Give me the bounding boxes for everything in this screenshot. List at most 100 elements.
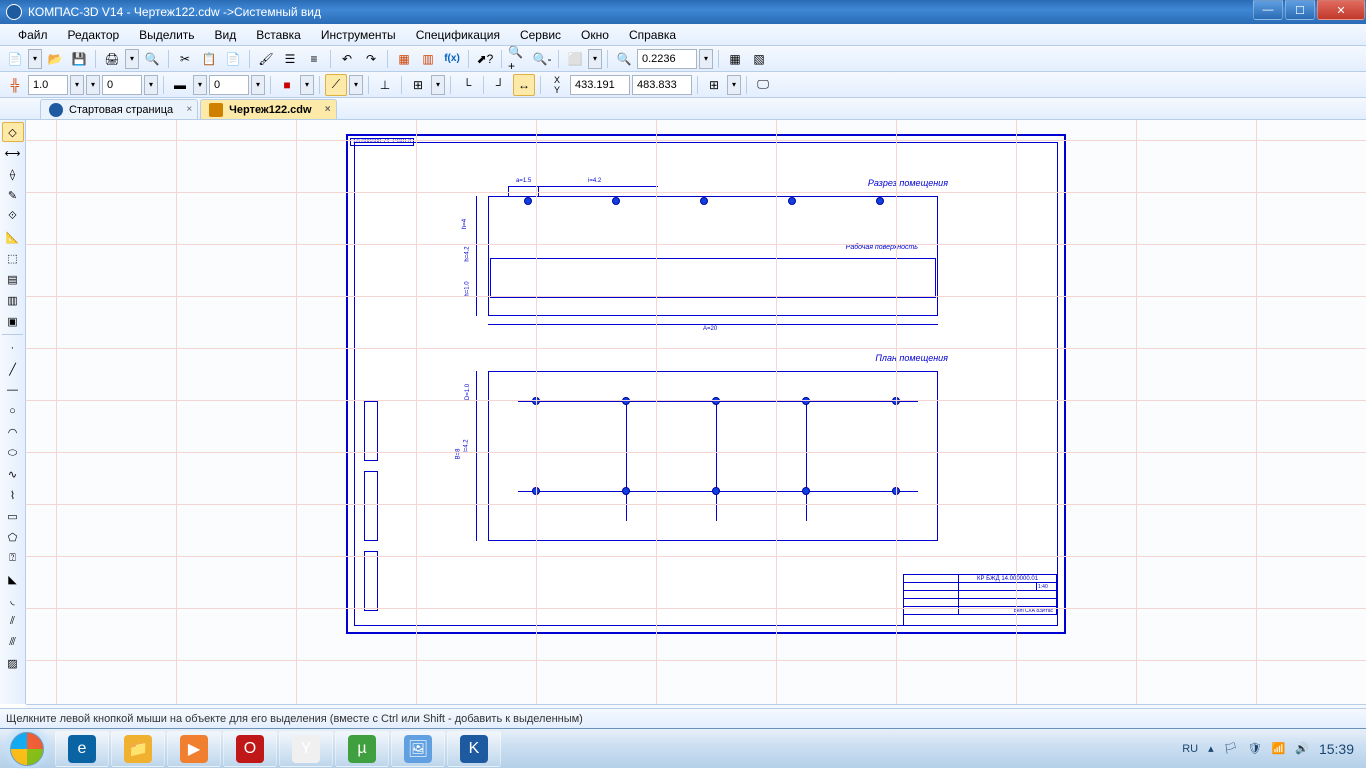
open-button[interactable]: 📂 xyxy=(44,48,66,70)
menu-help[interactable]: Справка xyxy=(619,26,686,44)
cut-button[interactable]: ✂ xyxy=(174,48,196,70)
stop-button[interactable]: ■ xyxy=(276,74,298,96)
redo-button[interactable]: ↷ xyxy=(360,48,382,70)
manager-button[interactable]: ▥ xyxy=(417,48,439,70)
fx-button[interactable]: f(x) xyxy=(441,48,463,70)
zoom-window-button[interactable]: ⬜ xyxy=(564,48,586,70)
combo1-input[interactable] xyxy=(102,75,142,95)
draw-ellipse[interactable]: ⬭ xyxy=(2,443,24,463)
print-dropdown[interactable]: ▾ xyxy=(125,49,139,69)
ortho-button[interactable]: └ xyxy=(456,74,478,96)
snap-button[interactable]: ⟋ xyxy=(325,74,347,96)
menu-view[interactable]: Вид xyxy=(205,26,247,44)
tool-reports[interactable]: ▥ xyxy=(2,290,24,310)
print-button[interactable]: 🖨 xyxy=(101,48,123,70)
linewidth-input[interactable] xyxy=(28,75,68,95)
tool-select[interactable]: ⬚ xyxy=(2,248,24,268)
start-button[interactable] xyxy=(0,729,54,769)
copy-button[interactable]: 📋 xyxy=(198,48,220,70)
menu-service[interactable]: Сервис xyxy=(510,26,571,44)
param-button[interactable]: ↔ xyxy=(513,74,535,96)
grid-dropdown[interactable]: ▾ xyxy=(431,75,445,95)
tray-volume-icon[interactable]: 🔊 xyxy=(1295,742,1309,755)
arrows-button[interactable]: ⊞ xyxy=(703,74,725,96)
maximize-button[interactable]: ☐ xyxy=(1285,0,1315,20)
close-button[interactable]: ✕ xyxy=(1317,0,1365,20)
tab-start-page[interactable]: Стартовая страница × xyxy=(40,99,198,119)
draw-fillet[interactable]: ◟ xyxy=(2,590,24,610)
tray-flag-icon[interactable]: 🏳 xyxy=(1224,742,1238,755)
menu-edit[interactable]: Редактор xyxy=(58,26,130,44)
zoom-out-button[interactable]: 🔍- xyxy=(531,48,553,70)
draw-point[interactable]: · xyxy=(2,338,24,358)
new-dropdown[interactable]: ▾ xyxy=(28,49,42,69)
coord-x-input[interactable] xyxy=(570,75,630,95)
draw-rect[interactable]: ▭ xyxy=(2,506,24,526)
arrows-dropdown[interactable]: ▾ xyxy=(727,75,741,95)
tool-views[interactable]: ▣ xyxy=(2,311,24,331)
menu-select[interactable]: Выделить xyxy=(129,26,204,44)
grid-button[interactable]: ⊞ xyxy=(407,74,429,96)
local-button[interactable]: ┘ xyxy=(489,74,511,96)
draw-spline[interactable]: ∿ xyxy=(2,464,24,484)
minimize-button[interactable]: — xyxy=(1253,0,1283,20)
menu-window[interactable]: Окно xyxy=(571,26,619,44)
rebuild-button[interactable]: ▧ xyxy=(748,48,770,70)
refresh-button[interactable]: ▦ xyxy=(724,48,746,70)
help-cursor-button[interactable]: ⬈? xyxy=(474,48,496,70)
tool-measure[interactable]: 📐 xyxy=(2,227,24,247)
save-button[interactable]: 💾 xyxy=(68,48,90,70)
taskbar-app[interactable]: K xyxy=(447,731,501,767)
zoom-input[interactable] xyxy=(637,49,697,69)
tool-params[interactable]: ⟐ xyxy=(2,206,24,226)
zoom-in-button[interactable]: 🔍+ xyxy=(507,48,529,70)
vert-button[interactable]: ⊥ xyxy=(374,74,396,96)
menu-file[interactable]: Файл xyxy=(8,26,58,44)
draw-hatch[interactable]: ▨ xyxy=(2,653,24,673)
draw-hline[interactable]: — xyxy=(2,380,24,400)
tool-spec[interactable]: ▤ xyxy=(2,269,24,289)
menu-tools[interactable]: Инструменты xyxy=(311,26,406,44)
tray-arrow-icon[interactable]: ▴ xyxy=(1208,742,1214,755)
library-button[interactable]: ▦ xyxy=(393,48,415,70)
snap-dropdown[interactable]: ▾ xyxy=(349,75,363,95)
taskbar-app[interactable]: O xyxy=(223,731,277,767)
taskbar-app[interactable]: e xyxy=(55,731,109,767)
tab-close-icon[interactable]: × xyxy=(186,104,192,115)
layer-dropdown[interactable]: ▾ xyxy=(193,75,207,95)
zoom-fit-button[interactable]: 🔍 xyxy=(613,48,635,70)
menu-insert[interactable]: Вставка xyxy=(246,26,311,44)
draw-offset[interactable]: ⫽ xyxy=(2,611,24,631)
attributes-button[interactable]: ≡ xyxy=(303,48,325,70)
draw-line[interactable]: ╱ xyxy=(2,359,24,379)
linewidth-dropdown2[interactable]: ▾ xyxy=(86,75,100,95)
draw-arc[interactable]: ◠ xyxy=(2,422,24,442)
tray-lang[interactable]: RU xyxy=(1182,743,1198,755)
tab-close-icon[interactable]: × xyxy=(325,104,331,115)
layer-dropdown2[interactable]: ▾ xyxy=(251,75,265,95)
taskbar-app[interactable]: µ xyxy=(335,731,389,767)
format-paint-button[interactable]: 🖌 xyxy=(255,48,277,70)
draw-circle[interactable]: ○ xyxy=(2,401,24,421)
linewidth-dropdown[interactable]: ▾ xyxy=(70,75,84,95)
tool-geometry[interactable]: ◇ xyxy=(2,122,24,142)
screen-button[interactable]: 🖵 xyxy=(752,74,774,96)
layer-button[interactable]: ▬ xyxy=(169,74,191,96)
taskbar-app[interactable]: Y xyxy=(279,731,333,767)
tool-dims[interactable]: ⟷ xyxy=(2,143,24,163)
tray-defender-icon[interactable]: 🛡 xyxy=(1248,742,1262,755)
tab-drawing[interactable]: Чертеж122.cdw × xyxy=(200,99,336,119)
taskbar-app[interactable]: ▶ xyxy=(167,731,221,767)
layer-input[interactable] xyxy=(209,75,249,95)
stop-dropdown[interactable]: ▾ xyxy=(300,75,314,95)
tool-edit[interactable]: ✎ xyxy=(2,185,24,205)
combo1-dropdown[interactable]: ▾ xyxy=(144,75,158,95)
taskbar-app[interactable]: 📁 xyxy=(111,731,165,767)
draw-ngon[interactable]: ⬠ xyxy=(2,527,24,547)
tool-symbols[interactable]: ⟠ xyxy=(2,164,24,184)
preview-button[interactable]: 🔍 xyxy=(141,48,163,70)
zoom-window-dropdown[interactable]: ▾ xyxy=(588,49,602,69)
coord-y-input[interactable] xyxy=(632,75,692,95)
draw-chamfer[interactable]: ◣ xyxy=(2,569,24,589)
undo-button[interactable]: ↶ xyxy=(336,48,358,70)
